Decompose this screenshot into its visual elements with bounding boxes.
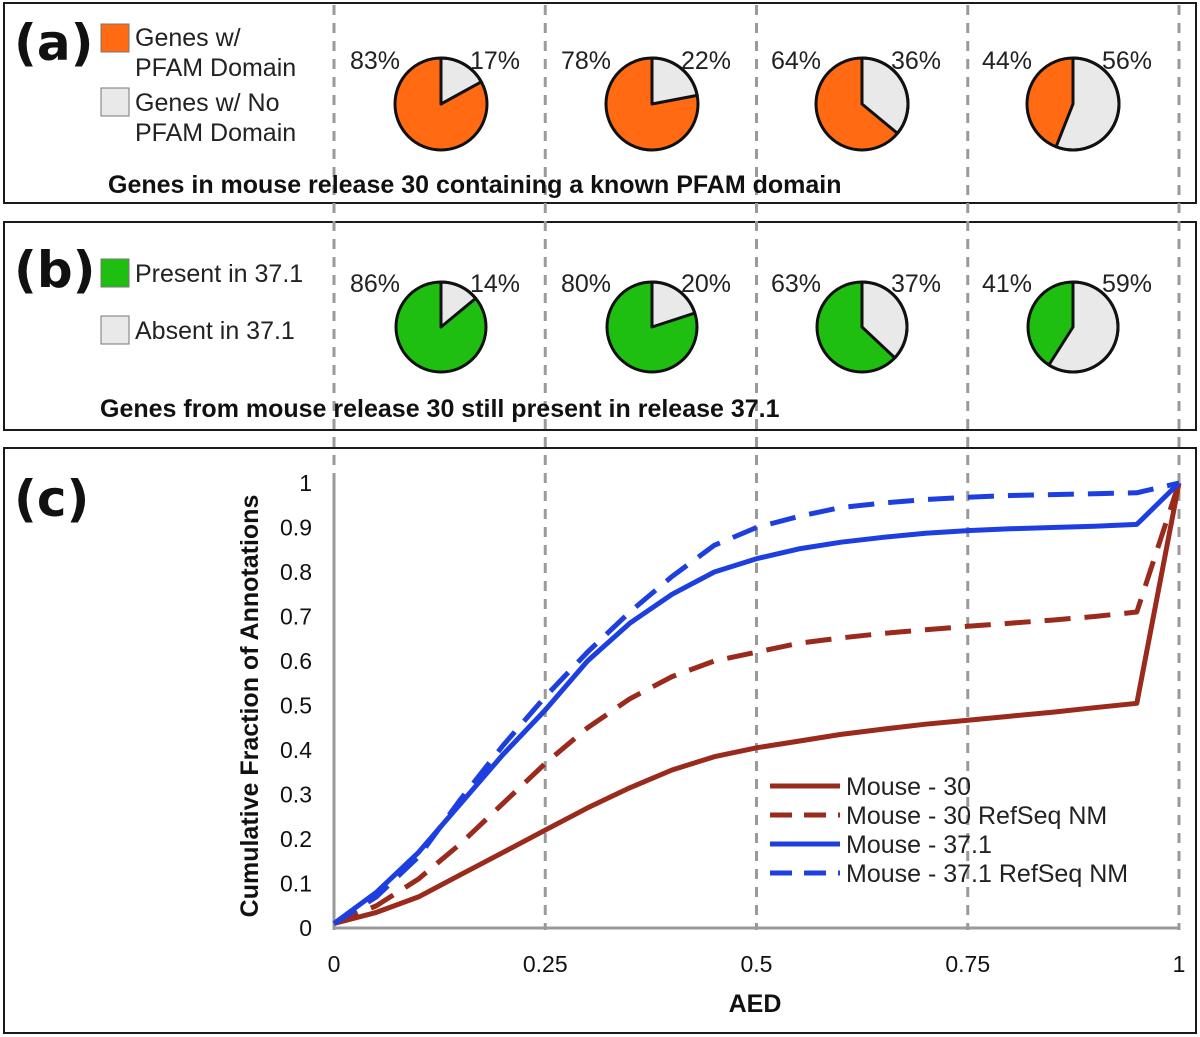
y-tick-label-3: 0.3 [280,782,312,808]
pie-2-left-label: 78% [561,47,611,75]
pie-3-right-label: 36% [891,47,941,75]
series-line-1 [333,482,1182,926]
legend-swatch-no-pfam [100,87,130,117]
legend-swatch-pfam [100,23,130,53]
series-line-4 [332,480,1180,926]
y-tick-label-5: 0.5 [280,693,312,719]
panel-c-box [3,447,1197,1034]
legend-label-pfam-line1: Genes w/ [135,24,241,52]
y-axis-title: Cumulative Fraction of Annotations [236,495,264,918]
x-tick-label-4: 1 [1173,951,1186,977]
pie-4-outline [1026,280,1120,374]
pie-1-right-label: 17% [470,47,520,75]
y-tick-label-7: 0.7 [280,604,312,630]
y-tick-label-10: 1 [299,470,312,496]
x-tick-label-2: 0.5 [741,951,773,977]
panel-a-box [3,2,1197,204]
series-line-3 [332,481,1181,926]
y-tick-label-0: 0 [299,915,312,941]
y-tick-label-2: 0.2 [280,826,312,852]
pie-3-outline [815,280,909,374]
pie-1-right-label: 14% [470,270,520,298]
legend-label-no-pfam-line2: PFAM Domain [135,119,296,147]
panel-b-caption: Genes from mouse release 30 still presen… [100,395,780,423]
legend-swatch-present [100,258,130,288]
pie-1-left-label: 83% [350,47,400,75]
pie-4-outline [1025,56,1121,152]
pie-4-right-label: 59% [1102,270,1152,298]
line-chart-axes: 0 0.1 0.2 0.3 0.4 0.5 0.6 0.7 0.8 0.9 1 0 0.25 0.5 0.7… [280,470,1185,977]
y-tick-label-6: 0.6 [280,648,312,674]
pie-2-outline [605,280,699,374]
x-tick-label-1: 0.25 [523,951,568,977]
pie-1-outline [394,280,488,374]
pie-2-outline [604,56,700,152]
legend-label-series-1: Mouse - 30 [846,773,971,801]
legend-swatch-absent [100,315,130,345]
pie-2-right-label: 22% [681,47,731,75]
x-axis-title: AED [729,990,782,1018]
panel-a-caption: Genes in mouse release 30 containing a k… [108,171,842,199]
y-tick-label-9: 0.9 [280,515,312,541]
pie-2-left-label: 80% [561,270,611,298]
y-tick-label-4: 0.4 [280,737,312,763]
panel-b-letter: (b) [14,241,96,299]
panel-c-letter: (c) [14,470,89,528]
legend-label-absent: Absent in 37.1 [135,317,295,345]
y-tick-label-8: 0.8 [280,559,312,585]
pies-panel-b: 86% 14% 80% 20% 63% 37% 41% 59% [350,270,1152,374]
pie-2-right-label: 20% [681,270,731,298]
legend-label-series-2: Mouse - 30 RefSeq NM [846,802,1107,830]
pie-3-left-label: 63% [771,270,821,298]
pies-panel-a: 83% 17% 78% 22% 64% 36% 44% 56% [350,47,1152,152]
panel-a-letter: (a) [14,14,93,72]
pie-3-outline [814,56,910,152]
legend-label-series-4: Mouse - 37.1 RefSeq NM [846,860,1128,888]
pie-4-left-label: 41% [982,270,1032,298]
pie-4-right-label: 56% [1102,47,1152,75]
legend-label-pfam-line2: PFAM Domain [135,54,296,82]
x-tick-label-3: 0.75 [945,951,990,977]
series-line-2 [333,482,1182,926]
pie-3-left-label: 64% [771,47,821,75]
pie-3-right-label: 37% [891,270,941,298]
pie-1-outline [393,56,489,152]
y-tick-label-1: 0.1 [280,871,312,897]
panel-b-box [3,221,1197,431]
pie-4-left-label: 44% [982,47,1032,75]
pie-1-left-label: 86% [350,270,400,298]
legend-label-series-3: Mouse - 37.1 [846,831,992,859]
x-tick-label-0: 0 [328,951,341,977]
legend-label-present: Present in 37.1 [135,260,303,288]
legend-label-no-pfam-line1: Genes w/ No [135,89,280,117]
line-chart-series [332,480,1182,926]
